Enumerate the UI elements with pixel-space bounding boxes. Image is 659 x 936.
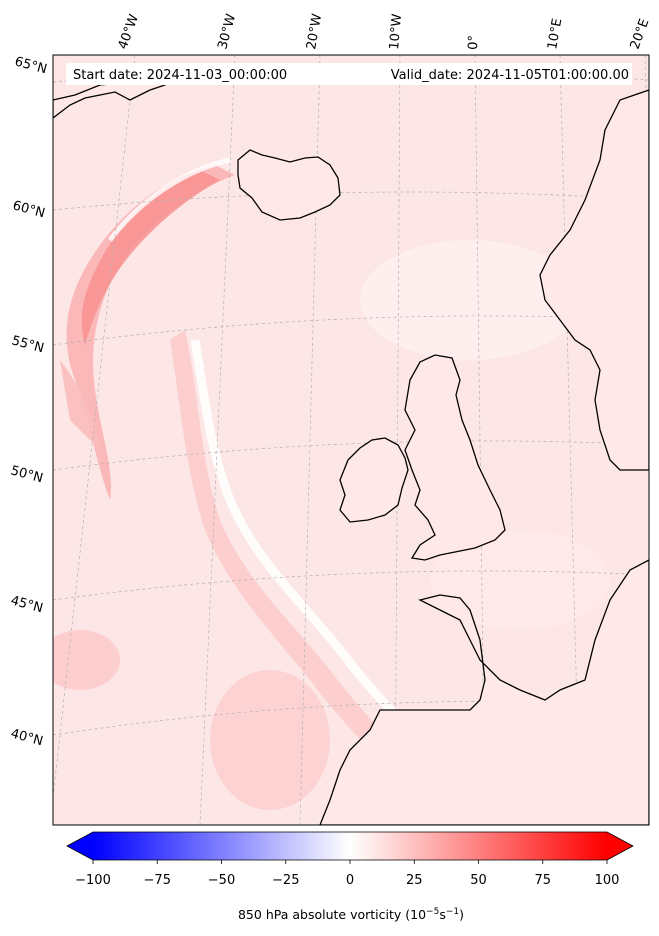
vorticity-patch-west <box>53 630 120 690</box>
map-panel <box>53 55 649 825</box>
iceland-coast <box>237 149 341 221</box>
colorbar-tick-marks <box>92 860 608 864</box>
vorticity-band-south <box>170 330 410 775</box>
coastlines <box>53 69 649 825</box>
colorbar-tick-label: 0 <box>346 873 354 888</box>
continental-europe-coast <box>319 559 649 825</box>
lat-label: 55°N <box>10 333 46 356</box>
colorbar-tick-label: −100 <box>75 873 111 888</box>
vorticity-patch-south <box>210 670 330 810</box>
vorticity-low-streak <box>190 339 424 744</box>
lon-label: 30°W <box>215 12 239 51</box>
lon-label: 20°W <box>304 13 325 51</box>
colorbar-gradient <box>93 832 607 860</box>
lat-label: 60°N <box>11 198 47 221</box>
start-date-label: Start date: 2024-11-03_00:00:00 <box>73 68 287 83</box>
ireland-coast <box>339 437 409 523</box>
lat-label: 65°N <box>13 54 49 77</box>
valid-date-label: Valid_date: 2024-11-05T01:00:00.00 <box>391 68 629 83</box>
colorbar: −100 −75 −50 −25 0 25 50 75 100 850 hPa absolute… <box>66 831 634 922</box>
colorbar-tick-label: −25 <box>272 873 299 888</box>
vorticity-band-secondary <box>60 360 100 450</box>
vorticity-light-patch <box>360 240 580 360</box>
colorbar-tick-label: 50 <box>470 873 487 888</box>
lat-label: 50°N <box>9 463 45 486</box>
lat-label: 45°N <box>9 593 45 616</box>
vorticity-arc-white <box>108 157 231 242</box>
lon-label: 20°E <box>628 17 653 52</box>
colorbar-label: 850 hPa absolute vorticity (10−5s−1) <box>238 907 464 922</box>
lon-label: 0° <box>466 35 482 50</box>
vorticity-band-core <box>81 170 220 345</box>
lon-label: 10°E <box>545 17 565 50</box>
colorbar-min-extend <box>67 832 93 860</box>
lat-label: 40°N <box>9 726 45 749</box>
header-box <box>66 63 632 85</box>
great-britain-coast <box>404 354 506 561</box>
colorbar-tick-label: 100 <box>595 873 620 888</box>
colorbar-tick-label: 75 <box>534 873 551 888</box>
latitude-labels: 65°N 60°N 55°N 50°N 45°N 40°N <box>9 54 49 749</box>
colorbar-tick-label: 25 <box>406 873 423 888</box>
vorticity-light-patch <box>430 530 610 630</box>
colorbar-tick-labels: −100 −75 −50 −25 0 25 50 75 100 <box>75 873 619 888</box>
lon-label: 40°W <box>116 12 142 51</box>
colorbar-tick-label: −50 <box>208 873 235 888</box>
scandinavia-coast <box>539 89 649 471</box>
colorbar-max-extend <box>607 832 633 860</box>
lon-label: 10°W <box>387 13 405 50</box>
longitude-labels: 40°W 30°W 20°W 10°W 0° 10°E 20°E <box>116 12 653 51</box>
colorbar-tick-label: −75 <box>144 873 171 888</box>
map-frame <box>52 54 650 826</box>
